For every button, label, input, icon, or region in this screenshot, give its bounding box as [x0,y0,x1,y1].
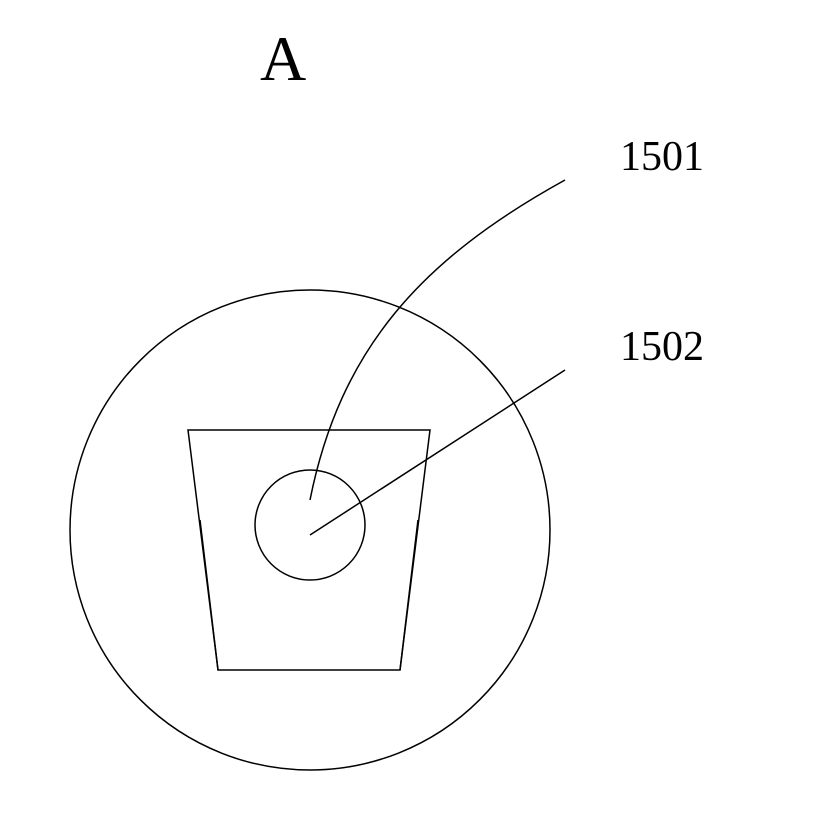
callout-label-1501: 1501 [620,134,704,180]
trapezoid-block [188,430,430,670]
callout-label-1502: 1502 [620,324,704,370]
trapezoid-outline [188,430,430,670]
detail-circle [70,290,550,770]
inner-circle [255,470,365,580]
view-label: A [260,23,306,94]
detail-view-diagram: A 1501 1502 [0,0,814,840]
callout-leader-1 [310,370,565,535]
trapezoid-fold-left [200,520,218,670]
callouts: 1501 1502 [310,134,704,535]
trapezoid-fold-right [400,520,418,670]
